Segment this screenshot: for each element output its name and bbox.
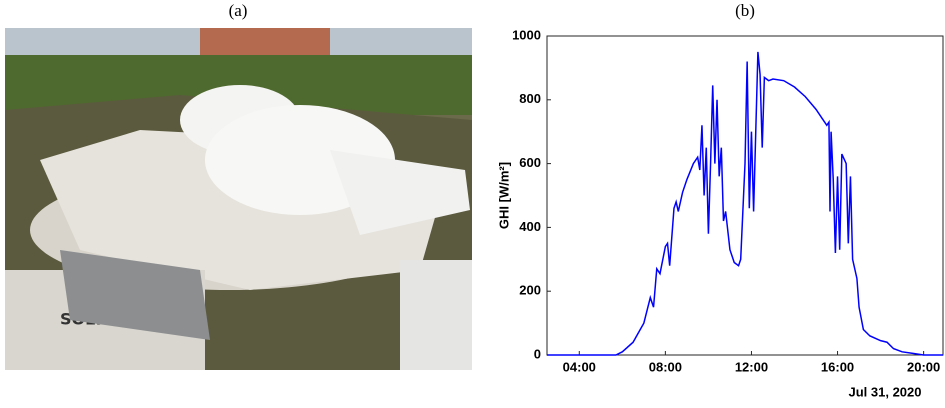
x-tick-label: 04:00 [563, 359, 596, 374]
x-tick-label: 08:00 [649, 359, 682, 374]
x-tick-label: 20:00 [907, 359, 940, 374]
y-axis-label: GHI [W/m²] [496, 162, 511, 229]
x-tick-label: 16:00 [821, 359, 854, 374]
panel-label: (b) [735, 1, 755, 20]
y-tick-label: 800 [519, 91, 541, 106]
photo: SOLYS 2 [5, 28, 472, 370]
panel-label: (a) [229, 1, 248, 20]
x-tick-label: 12:00 [735, 359, 768, 374]
y-tick-label: 1000 [512, 27, 541, 42]
y-tick-label: 400 [519, 219, 541, 234]
y-tick-label: 200 [519, 283, 541, 298]
date-label: Jul 31, 2020 [849, 384, 922, 399]
line-series [547, 52, 943, 355]
plot-area [547, 36, 943, 355]
y-tick-label: 600 [519, 155, 541, 170]
y-tick-label: 0 [534, 346, 541, 361]
figure: (a) (b) SOLYS 2 0 200 400 600 800 1000 04:00 08… [0, 0, 945, 408]
